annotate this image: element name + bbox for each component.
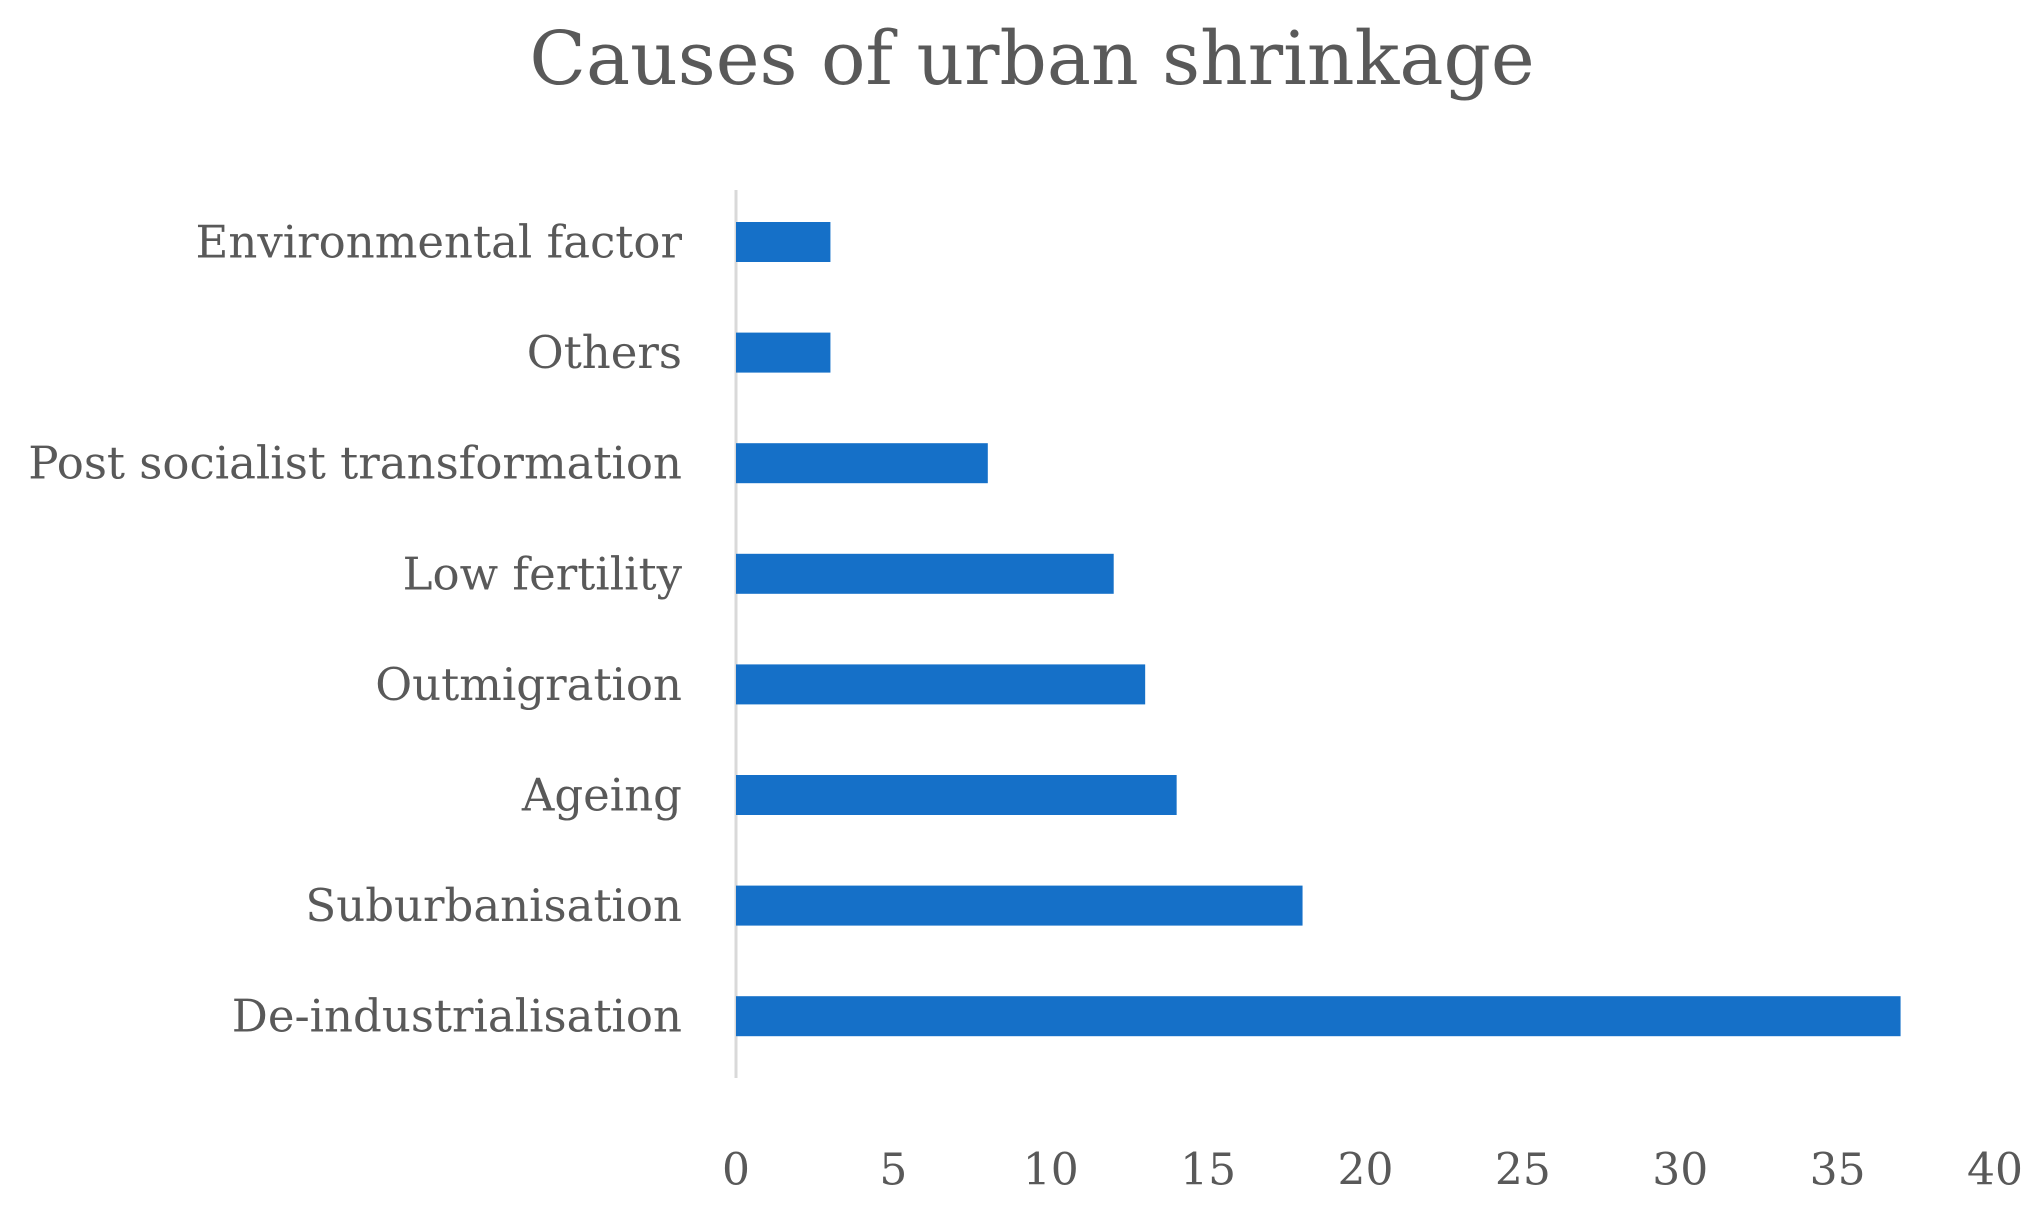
x-tick-label: 40 xyxy=(1967,1145,2023,1196)
category-label: Others xyxy=(527,326,682,379)
x-tick-label: 20 xyxy=(1338,1145,1394,1196)
bar xyxy=(736,443,988,484)
x-tick-label: 0 xyxy=(722,1145,750,1196)
bars xyxy=(736,222,1901,1037)
category-label: Environmental factor xyxy=(196,216,683,269)
bar xyxy=(736,775,1177,815)
chart-title: Causes of urban shrinkage xyxy=(529,16,1534,102)
category-labels: Environmental factor Others Post socialist… xyxy=(28,216,682,1043)
category-label: De-industrialisation xyxy=(232,990,682,1043)
x-tick-label: 15 xyxy=(1180,1145,1236,1196)
x-tick-label: 10 xyxy=(1023,1145,1079,1196)
x-tick-label: 25 xyxy=(1495,1145,1551,1196)
category-label: Low fertility xyxy=(403,547,683,600)
x-tick-label: 30 xyxy=(1652,1145,1708,1196)
category-label: Ageing xyxy=(521,769,682,822)
category-label: Suburbanisation xyxy=(305,879,682,932)
category-label: Outmigration xyxy=(375,658,682,711)
bar xyxy=(736,996,1901,1037)
x-axis-tick-labels: 0 5 10 15 20 25 30 35 40 xyxy=(722,1145,2023,1196)
x-tick-label: 5 xyxy=(879,1145,907,1196)
bar xyxy=(736,332,831,373)
bar xyxy=(736,222,831,262)
category-label: Post socialist transformation xyxy=(28,437,682,490)
bar xyxy=(736,664,1146,705)
bar xyxy=(736,885,1303,926)
x-tick-label: 35 xyxy=(1810,1145,1866,1196)
bar xyxy=(736,553,1114,594)
